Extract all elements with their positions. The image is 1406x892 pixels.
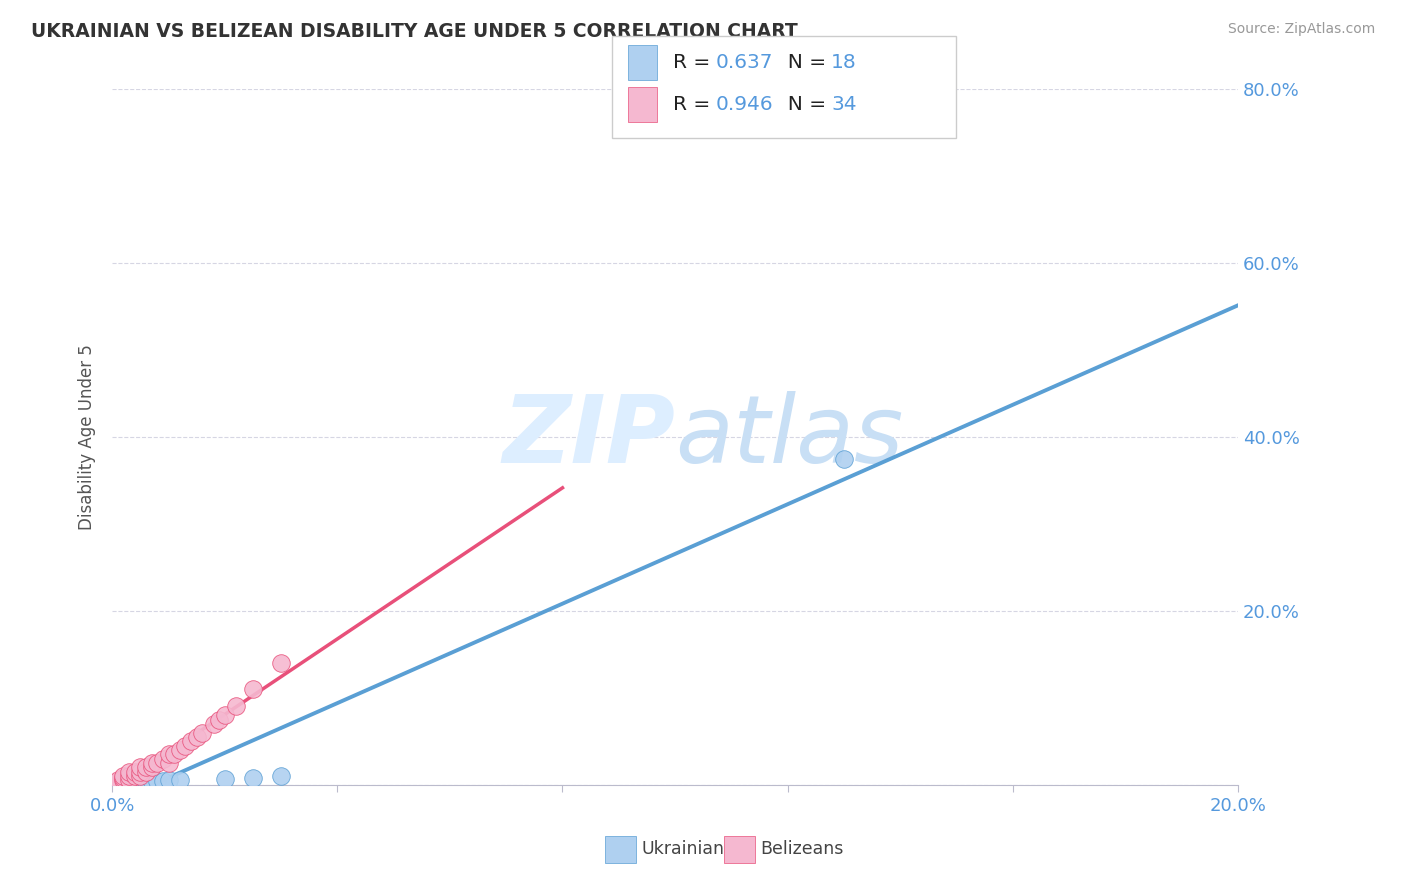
Text: atlas: atlas xyxy=(675,392,903,483)
Point xyxy=(180,734,202,748)
Point xyxy=(214,772,236,786)
Text: R =: R = xyxy=(673,53,717,72)
Point xyxy=(141,756,163,770)
Point xyxy=(225,699,247,714)
Point xyxy=(118,769,141,783)
Point xyxy=(112,777,135,791)
Text: R =: R = xyxy=(673,95,717,114)
Point xyxy=(163,747,186,762)
Point xyxy=(832,451,855,466)
Point xyxy=(146,756,169,770)
Point xyxy=(118,776,141,790)
Point xyxy=(112,771,135,785)
Point xyxy=(112,773,135,788)
Point xyxy=(135,760,157,774)
Point xyxy=(118,764,141,779)
Point xyxy=(135,764,157,779)
Point xyxy=(129,775,152,789)
Text: Belizeans: Belizeans xyxy=(761,840,844,858)
Point xyxy=(186,730,208,744)
Text: UKRAINIAN VS BELIZEAN DISABILITY AGE UNDER 5 CORRELATION CHART: UKRAINIAN VS BELIZEAN DISABILITY AGE UND… xyxy=(31,22,797,41)
Text: N =: N = xyxy=(775,95,832,114)
Text: 0.637: 0.637 xyxy=(716,53,773,72)
Point xyxy=(242,682,264,697)
Point xyxy=(270,769,292,783)
Point xyxy=(141,760,163,774)
Point xyxy=(107,777,129,791)
Point xyxy=(146,774,169,789)
Text: 0.946: 0.946 xyxy=(716,95,773,114)
Point xyxy=(157,773,180,788)
Text: 34: 34 xyxy=(831,95,856,114)
Point xyxy=(124,764,146,779)
Point xyxy=(214,708,236,723)
Point xyxy=(124,776,146,790)
Point xyxy=(107,773,129,788)
Point xyxy=(135,775,157,789)
Point xyxy=(107,775,129,789)
Text: Source: ZipAtlas.com: Source: ZipAtlas.com xyxy=(1227,22,1375,37)
Point xyxy=(152,752,174,766)
Point xyxy=(129,764,152,779)
Point xyxy=(141,775,163,789)
Text: 18: 18 xyxy=(831,53,856,72)
Point xyxy=(107,774,129,789)
Point xyxy=(112,769,135,783)
Point xyxy=(202,717,225,731)
Point xyxy=(242,771,264,785)
Point xyxy=(124,769,146,783)
Point xyxy=(118,777,141,791)
Point xyxy=(169,743,191,757)
Point xyxy=(169,773,191,788)
Point xyxy=(112,776,135,790)
Point xyxy=(129,769,152,783)
Point xyxy=(174,739,197,753)
Point xyxy=(129,760,152,774)
Point xyxy=(118,773,141,788)
Text: Ukrainians: Ukrainians xyxy=(641,840,734,858)
Point xyxy=(208,713,231,727)
Point xyxy=(157,756,180,770)
Y-axis label: Disability Age Under 5: Disability Age Under 5 xyxy=(79,344,96,530)
Point xyxy=(152,774,174,789)
Point xyxy=(191,725,214,739)
Text: ZIP: ZIP xyxy=(502,391,675,483)
Point xyxy=(129,776,152,790)
Point xyxy=(157,747,180,762)
Text: N =: N = xyxy=(775,53,832,72)
Point xyxy=(270,656,292,670)
